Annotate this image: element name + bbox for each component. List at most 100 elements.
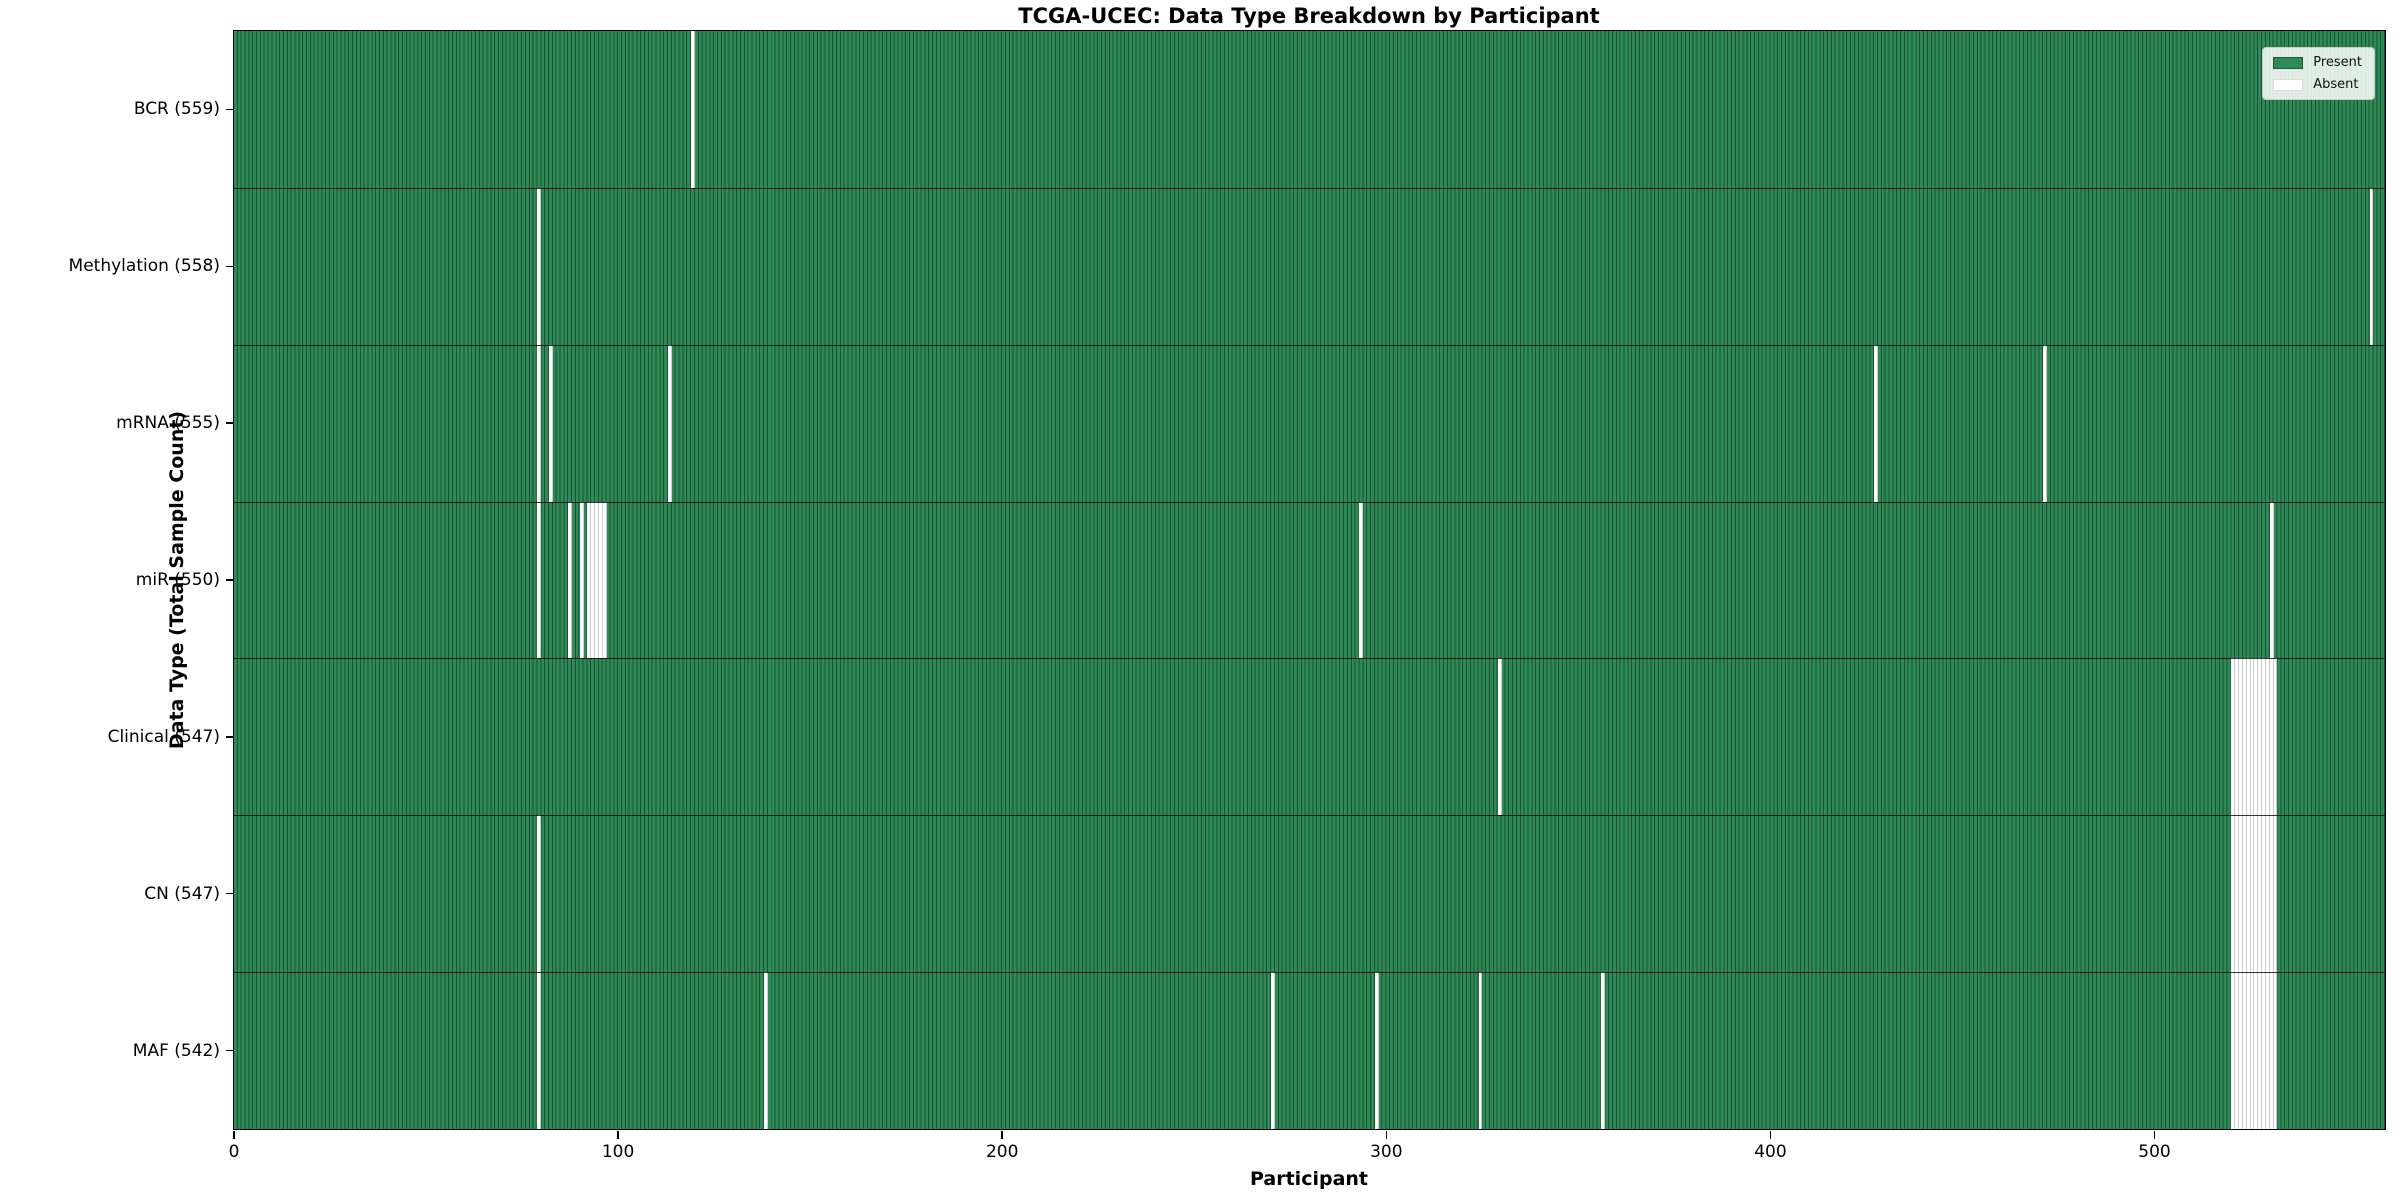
absent-cell [537,501,542,659]
x-tick-label: 500 [2138,1142,2171,1162]
absent-cell [598,501,603,659]
legend-label-present: Present [2313,55,2362,70]
y-tick-label: Methylation (558) [68,256,220,277]
absent-cell [537,815,542,973]
absent-cell [595,501,599,659]
legend: Present Absent [2262,47,2375,100]
absent-cell [2269,972,2274,1129]
absent-cell [2250,815,2255,973]
absent-cell [1271,972,1275,1129]
absent-cell [2250,972,2255,1129]
plot-area: Present Absent [233,30,2386,1130]
absent-cell [2231,972,2236,1129]
absent-cell [2262,815,2266,973]
y-tick-label: Clinical (547) [107,726,220,747]
row-band-maf [234,972,2385,1129]
absent-cell [2269,815,2274,973]
absent-cell [2265,815,2270,973]
absent-cell [2258,658,2263,816]
absent-cell [568,501,572,659]
absent-cell [2262,972,2266,1129]
absent-cell [2235,815,2240,973]
y-tick-label: BCR (559) [133,99,220,120]
y-tick-mark [226,736,233,738]
absent-cell [2239,815,2243,973]
row-band-mrna [234,344,2385,502]
row-band-clinical [234,658,2385,816]
x-tick-mark [1001,1130,1003,1139]
absent-cell [591,501,596,659]
y-tick-mark [226,265,233,268]
absent-cell [1359,501,1364,659]
absent-cell [548,344,553,502]
absent-cell [2265,972,2270,1129]
x-tick-label: 400 [1754,1142,1787,1162]
absent-cell [2258,815,2263,973]
legend-entry-present: Present [2273,55,2362,70]
present-swatch-icon [2273,56,2304,69]
absent-cell [2273,658,2278,816]
y-tick-mark [226,579,233,581]
absent-cell [1874,344,1878,502]
y-tick-label: CN (547) [144,883,220,904]
absent-cell [2269,658,2274,816]
absent-cell [2043,344,2047,502]
absent-swatch-icon [2273,78,2304,91]
x-tick-label: 100 [601,1142,635,1162]
absent-cell [1478,972,1483,1129]
absent-cell [2254,972,2259,1129]
absent-cell [2273,972,2278,1129]
absent-cell [2235,972,2240,1129]
absent-cell [2246,658,2251,816]
row-separator [234,187,2385,189]
absent-cell [2269,501,2274,659]
x-tick-label: 200 [985,1142,1019,1162]
absent-cell [2242,815,2247,973]
y-tick-label: mRNA (555) [116,413,220,434]
absent-cell [2254,658,2259,816]
row-separator [234,501,2385,503]
absent-cell [2242,972,2247,1129]
x-tick-label: 0 [228,1142,240,1162]
absent-cell [2254,815,2259,973]
y-tick-mark [226,422,233,424]
x-tick-mark [617,1130,619,1139]
row-separator [234,972,2385,974]
absent-cell [2231,658,2236,816]
legend-entry-absent: Absent [2273,77,2362,92]
absent-cell [2239,972,2243,1129]
absent-cell [2262,658,2266,816]
absent-cell [537,972,542,1129]
absent-cell [2235,658,2240,816]
absent-cell [764,972,768,1129]
row-separator [234,344,2385,346]
x-tick-mark [1769,1130,1772,1139]
absent-cell [537,187,542,345]
row-band-cn [234,815,2385,973]
x-tick-label: 300 [1370,1142,1403,1162]
absent-cell [2265,658,2270,816]
absent-cell [579,501,584,659]
row-band-mir [234,501,2385,659]
y-tick-mark [226,892,233,895]
absent-cell [2246,815,2251,973]
absent-cell [602,501,607,659]
absent-cell [1497,658,1502,816]
absent-cell [2239,658,2243,816]
y-tick-label: miR (550) [135,570,220,590]
absent-cell [2242,658,2247,816]
absent-cell [537,344,542,502]
row-separator [234,815,2385,817]
absent-cell [2273,815,2278,973]
y-tick-label: MAF (542) [132,1040,220,1061]
x-tick-mark [2153,1130,2156,1139]
row-band-methylation [234,187,2385,345]
absent-cell [587,501,592,659]
absent-cell [1374,972,1379,1129]
absent-cell [2231,815,2236,973]
absent-cell [2246,972,2251,1129]
y-tick-mark [226,1049,233,1052]
x-tick-mark [1385,1130,1388,1139]
row-band-bcr [234,31,2385,188]
